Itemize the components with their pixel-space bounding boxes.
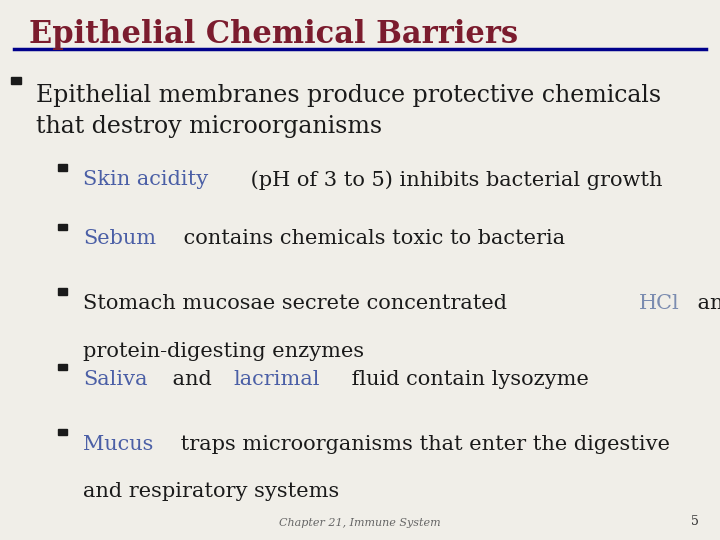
- Bar: [58, 164, 67, 171]
- Text: Chapter 21, Immune System: Chapter 21, Immune System: [279, 518, 441, 528]
- Text: Stomach mucosae secrete concentrated: Stomach mucosae secrete concentrated: [83, 294, 513, 313]
- Text: and: and: [166, 370, 218, 389]
- Text: Mucus: Mucus: [83, 435, 153, 454]
- Text: protein-digesting enzymes: protein-digesting enzymes: [83, 342, 364, 361]
- Text: HCl: HCl: [639, 294, 679, 313]
- Bar: [58, 429, 67, 435]
- Text: lacrimal: lacrimal: [233, 370, 320, 389]
- Text: and respiratory systems: and respiratory systems: [83, 482, 339, 501]
- Text: Sebum: Sebum: [83, 230, 156, 248]
- Bar: [58, 224, 67, 230]
- Text: Epithelial membranes produce protective chemicals
that destroy microorganisms: Epithelial membranes produce protective …: [36, 84, 661, 138]
- Bar: [58, 288, 67, 295]
- Text: (pH of 3 to 5) inhibits bacterial growth: (pH of 3 to 5) inhibits bacterial growth: [244, 170, 663, 190]
- Text: traps microorganisms that enter the digestive: traps microorganisms that enter the dige…: [174, 435, 670, 454]
- Text: Skin acidity: Skin acidity: [83, 170, 208, 189]
- Bar: [58, 364, 67, 370]
- Text: Saliva: Saliva: [83, 370, 148, 389]
- Text: 5: 5: [690, 515, 698, 528]
- Text: contains chemicals toxic to bacteria: contains chemicals toxic to bacteria: [177, 230, 565, 248]
- Bar: [11, 77, 21, 84]
- Text: fluid contain lysozyme: fluid contain lysozyme: [345, 370, 589, 389]
- Text: and: and: [691, 294, 720, 313]
- Text: Epithelial Chemical Barriers: Epithelial Chemical Barriers: [29, 19, 518, 50]
